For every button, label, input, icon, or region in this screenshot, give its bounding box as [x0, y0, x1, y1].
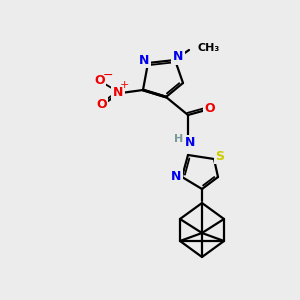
Text: O: O: [97, 98, 107, 112]
Text: O: O: [205, 101, 215, 115]
Text: S: S: [215, 149, 224, 163]
Text: O: O: [95, 74, 105, 88]
Text: N: N: [173, 50, 183, 64]
Text: CH₃: CH₃: [197, 43, 219, 53]
Text: +: +: [119, 80, 129, 90]
Text: N: N: [139, 53, 149, 67]
Text: N: N: [113, 85, 123, 98]
Text: −: −: [103, 68, 113, 82]
Text: N: N: [185, 136, 195, 149]
Text: H: H: [174, 134, 184, 144]
Text: N: N: [171, 170, 181, 184]
